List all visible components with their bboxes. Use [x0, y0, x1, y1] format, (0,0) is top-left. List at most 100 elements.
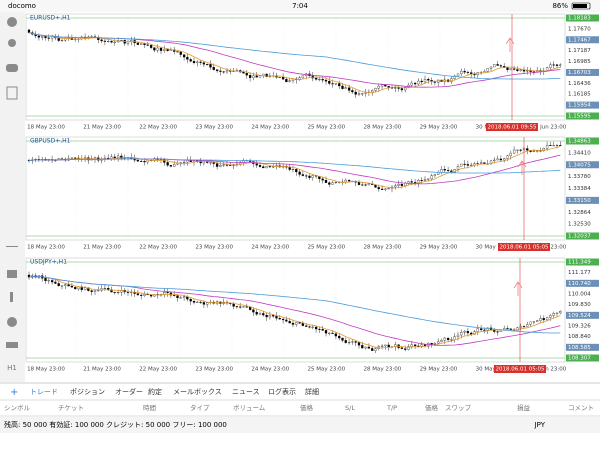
tab[interactable]: トレード: [30, 388, 58, 396]
tab[interactable]: ログ表示: [268, 387, 296, 396]
column-header: タイプ: [190, 403, 210, 412]
candle-body: [209, 162, 212, 164]
tab[interactable]: ニュース: [232, 388, 260, 396]
candle-body: [212, 67, 215, 70]
time-label: 24 May 23:00: [251, 245, 289, 251]
time-label: 18 May 23:00: [27, 367, 65, 373]
icon-indicators[interactable]: [7, 270, 17, 278]
candle-body: [347, 87, 351, 91]
candle-body: [529, 321, 532, 325]
moving-average: [28, 276, 561, 334]
time-label: 18 May 23:00: [27, 245, 65, 251]
candle-body: [176, 295, 179, 299]
candle-body: [149, 294, 153, 297]
price-box: [566, 47, 599, 55]
icon-f[interactable]: [10, 292, 13, 302]
candle-body: [143, 43, 146, 45]
tab[interactable]: ポジション: [70, 388, 105, 396]
tab[interactable]: オーダー: [115, 387, 143, 396]
moving-average: [28, 32, 561, 93]
candle-body: [413, 344, 417, 347]
candle-body: [384, 344, 387, 347]
tab[interactable]: メールボックス: [173, 388, 222, 396]
battery-fill: [573, 4, 587, 8]
candle-body: [70, 157, 74, 159]
time-label: 22 May 23:00: [139, 125, 177, 131]
add-button[interactable]: +: [10, 387, 18, 398]
candle-body: [463, 163, 466, 165]
candle-body: [460, 70, 463, 75]
time-label: 28 May 23:00: [364, 367, 402, 373]
candle-body: [265, 314, 268, 318]
candle-body: [456, 73, 460, 77]
chart-panel: [25, 136, 566, 241]
column-header: スワップ: [445, 404, 472, 412]
candle-body: [182, 54, 186, 58]
icon-new[interactable]: [6, 86, 18, 100]
candle-body: [159, 47, 163, 51]
icon-objects[interactable]: [7, 317, 17, 327]
candle-body: [331, 182, 334, 185]
candle-body: [496, 331, 499, 333]
time-label: 1 Jun 23:00: [535, 367, 567, 373]
time-label: 21 May 23:00: [83, 245, 121, 251]
candle-body: [357, 342, 361, 346]
candle-body: [433, 174, 437, 176]
candle-body: [255, 163, 258, 166]
candle-body: [545, 317, 549, 321]
candle-body: [235, 306, 239, 308]
icon-account[interactable]: [8, 39, 16, 47]
candle-body: [136, 159, 140, 162]
candle-body: [166, 162, 169, 166]
column-header: S/L: [345, 404, 355, 412]
candle-body: [496, 64, 499, 66]
candle-body: [212, 162, 215, 164]
tab[interactable]: 詳細: [305, 387, 319, 396]
candle-body: [136, 42, 140, 45]
candle-body: [404, 87, 407, 91]
candle-body: [255, 75, 258, 78]
candle-body: [380, 188, 384, 190]
time-label: 25 May 23:00: [307, 367, 345, 373]
column-header: ボリューム: [233, 404, 266, 412]
icon-crosshair[interactable]: [6, 246, 18, 247]
icon-chat[interactable]: [6, 64, 18, 72]
price-box: [566, 137, 599, 145]
candle-body: [93, 290, 97, 292]
candle-body: [331, 83, 334, 85]
candle-body: [423, 79, 427, 83]
candle-body: [163, 49, 166, 51]
candle-body: [288, 167, 291, 170]
candle-body: [301, 75, 305, 78]
candle-body: [232, 303, 235, 307]
candle-body: [70, 285, 74, 288]
candle-body: [146, 44, 149, 46]
carrier: docomo: [8, 2, 36, 10]
icon-templates[interactable]: [6, 342, 18, 348]
candle-body: [506, 67, 509, 70]
price-box: [566, 58, 599, 66]
candle-body: [268, 315, 272, 318]
candle-body: [473, 74, 476, 76]
candle-body: [192, 61, 196, 64]
candle-body: [503, 158, 506, 161]
price-label: 1.33150: [568, 198, 591, 204]
price-box: [566, 354, 599, 362]
candle-body: [400, 347, 404, 349]
candle-body: [199, 301, 202, 303]
candle-body: [354, 341, 357, 343]
candle-body: [536, 320, 539, 322]
candle-body: [242, 71, 245, 74]
candle-body: [182, 161, 186, 163]
price-label: 1.32530: [568, 222, 591, 228]
candle-body: [456, 166, 460, 170]
tab[interactable]: 約定: [148, 387, 162, 396]
icon-quotes[interactable]: [7, 17, 17, 27]
price-label: 1.33384: [568, 186, 591, 192]
timeframe[interactable]: H1: [7, 364, 17, 372]
candle-body: [493, 64, 496, 68]
candle-body: [258, 165, 262, 167]
candle-body: [460, 163, 463, 167]
price-box: [566, 36, 599, 44]
